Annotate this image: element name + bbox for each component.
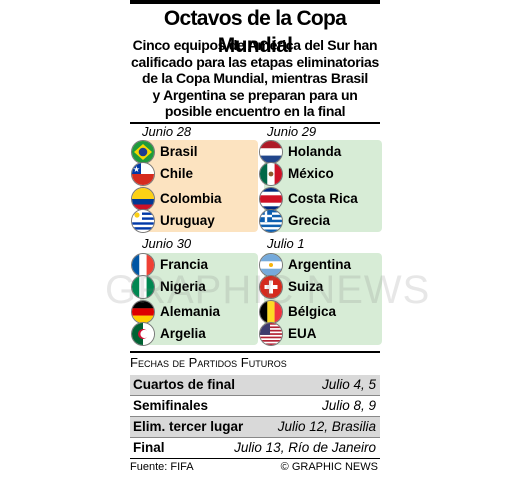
table-row: Cuartos de final Julio 4, 5 (130, 375, 380, 395)
page-title: Octavos de la Copa Mundial (163, 7, 347, 57)
team-name: Holanda (288, 144, 342, 159)
algeria-flag-icon (132, 323, 154, 345)
row-separator (130, 416, 380, 417)
team-name: Costa Rica (288, 191, 358, 206)
colombia-flag-icon (132, 188, 154, 210)
team-name: Grecia (288, 213, 331, 228)
row-label: Semifinales (133, 398, 209, 413)
divider (130, 351, 380, 353)
brazil-flag-icon (132, 141, 154, 163)
date-label: Julio 1 (267, 236, 305, 251)
uruguay-flag-icon (132, 210, 154, 232)
match-panel-jun30 (140, 253, 258, 345)
row-value: Julio 12, Brasilia (277, 419, 376, 434)
argentina-flag-icon (260, 254, 282, 276)
table-row: Elim. tercer lugar Julio 12, Brasilia (130, 417, 380, 437)
match-panel-jul1 (264, 253, 382, 345)
table-row: Semifinales Julio 8, 9 (130, 396, 380, 416)
team-name: Suiza (288, 279, 324, 294)
source-note: Fuente: FIFA (130, 461, 194, 473)
france-flag-icon (132, 254, 154, 276)
nigeria-flag-icon (132, 276, 154, 298)
row-label: Cuartos de final (133, 377, 236, 392)
usa-flag-icon (260, 323, 282, 345)
team-name: México (288, 166, 334, 181)
switzerland-flag-icon (260, 276, 282, 298)
date-label: Junio 30 (142, 236, 192, 251)
row-value: Julio 8, 9 (321, 398, 376, 413)
subtitle-line: y Argentina se preparan para un (152, 86, 358, 103)
team-name: EUA (288, 326, 317, 341)
greece-flag-icon (260, 210, 282, 232)
top-rule (130, 0, 380, 4)
credit-note: © GRAPHIC NEWS (280, 461, 378, 473)
subtitle: Cinco equipos de América del Sur han cal… (130, 37, 380, 120)
row-value: Julio 13, Río de Janeiro (234, 440, 376, 455)
belgium-flag-icon (260, 301, 282, 323)
infographic: Octavos de la Copa Mundial Cinco equipos… (130, 0, 382, 481)
costa-rica-flag-icon (260, 188, 282, 210)
divider (130, 458, 380, 459)
team-name: Brasil (160, 144, 198, 159)
team-name: Bélgica (288, 304, 337, 319)
table-row: Final Julio 13, Río de Janeiro (130, 438, 380, 458)
row-label: Final (133, 440, 165, 455)
subtitle-line: calificado para las etapas eliminatorias (131, 53, 379, 70)
row-value: Julio 4, 5 (321, 377, 376, 392)
match-panel-jun29 (264, 140, 382, 232)
date-label: Junio 29 (267, 124, 317, 139)
row-label: Elim. tercer lugar (133, 419, 244, 434)
row-separator (130, 395, 380, 396)
team-name: Francia (160, 257, 209, 272)
mexico-flag-icon (260, 163, 282, 185)
subtitle-line: posible encuentro en la final (164, 103, 346, 119)
team-name: Alemania (160, 304, 221, 319)
match-panel-jun28 (140, 140, 258, 232)
team-name: Colombia (160, 191, 222, 206)
date-label: Junio 28 (142, 124, 192, 139)
team-name: Nigeria (160, 279, 206, 294)
chile-flag-icon (132, 163, 154, 185)
team-name: Argelia (160, 326, 206, 341)
netherlands-flag-icon (260, 141, 282, 163)
divider (130, 122, 380, 124)
germany-flag-icon (132, 301, 154, 323)
row-separator (130, 437, 380, 438)
team-name: Chile (160, 166, 194, 181)
future-heading: Fechas de Partidos Futuros (130, 355, 287, 370)
team-name: Argentina (288, 257, 352, 272)
team-name: Uruguay (160, 213, 215, 228)
subtitle-line: de la Copa Mundial, mientras Brasil (141, 70, 368, 86)
subtitle-line: Cinco equipos de América del Sur han (132, 37, 378, 53)
